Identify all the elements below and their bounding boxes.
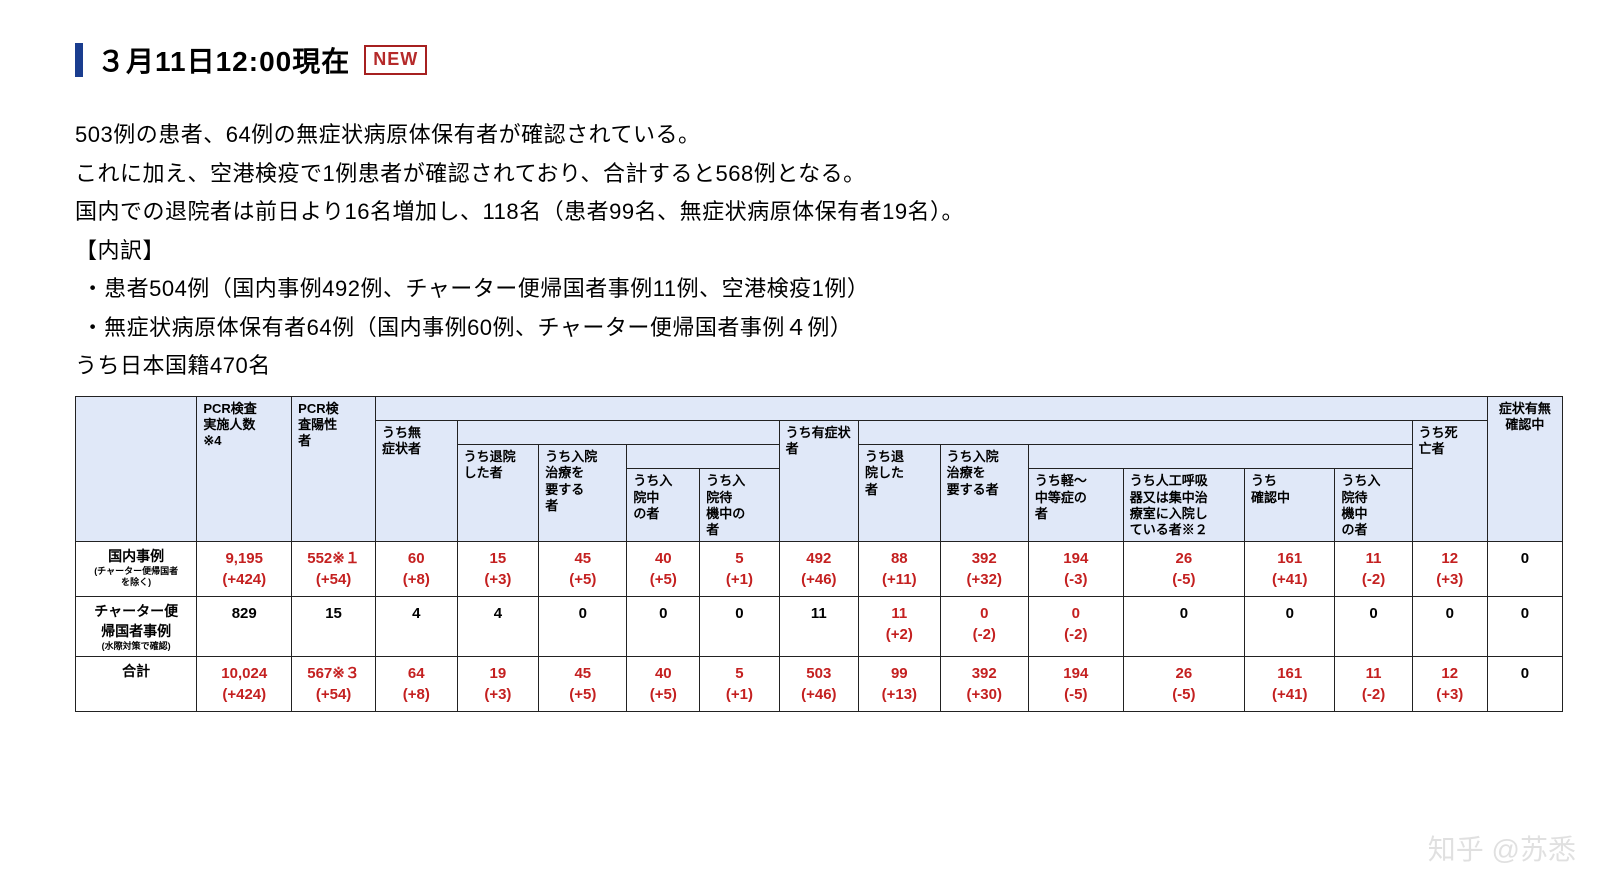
th-pcr-tests: PCR検査実施人数※4 bbox=[197, 396, 292, 542]
data-cell: 829 bbox=[197, 597, 292, 656]
data-cell: 0 bbox=[1487, 597, 1562, 656]
data-cell: 5(+1) bbox=[700, 656, 779, 711]
th-spacer bbox=[375, 396, 1487, 420]
data-cell: 12(+3) bbox=[1412, 542, 1487, 597]
data-cell: 45(+5) bbox=[539, 656, 627, 711]
th-a-waiting: うち入院待機中の者 bbox=[700, 469, 779, 542]
th-s-confirming: うち確認中 bbox=[1245, 469, 1335, 542]
paragraph-line: ・患者504例（国内事例492例、チャーター便帰国者事例11例、空港検疫1例） bbox=[82, 270, 1531, 309]
new-badge: NEW bbox=[364, 45, 427, 74]
data-cell: 88(+11) bbox=[859, 542, 941, 597]
data-cell: 60(+8) bbox=[375, 542, 457, 597]
data-cell: 9,195(+424) bbox=[197, 542, 292, 597]
th-a-in-hosp: うち入院中の者 bbox=[627, 469, 700, 542]
data-cell: 503(+46) bbox=[779, 656, 858, 711]
th-s-discharged: うち退院した者 bbox=[859, 445, 941, 542]
th-spacer4 bbox=[627, 445, 779, 469]
th-s-need-hosp: うち入院治療を要する者 bbox=[940, 445, 1028, 542]
data-cell: 26(-5) bbox=[1123, 542, 1244, 597]
data-table: PCR検査実施人数※4PCR検査陽性者 症状有無確認中 うち無症状者 うち有症状者… bbox=[75, 396, 1563, 712]
th-symptom-unknown: 症状有無確認中 bbox=[1487, 396, 1562, 542]
row-label: 国内事例(チャーター便帰国者を除く) bbox=[76, 542, 197, 597]
data-cell: 26(-5) bbox=[1123, 656, 1244, 711]
th-spacer5 bbox=[1028, 445, 1412, 469]
paragraph-line: うち日本国籍470名 bbox=[75, 347, 1531, 386]
data-cell: 99(+13) bbox=[859, 656, 941, 711]
th-a-discharged: うち退院した者 bbox=[457, 445, 539, 542]
paragraph-line: 503例の患者、64例の無症状病原体保有者が確認されている。 bbox=[75, 116, 1531, 155]
data-cell: 11(-2) bbox=[1335, 542, 1412, 597]
data-cell: 19(+3) bbox=[457, 656, 539, 711]
data-cell: 552※１(+54) bbox=[292, 542, 376, 597]
paragraph-line: これに加え、空港検疫で1例患者が確認されており、合計すると568例となる。 bbox=[75, 155, 1531, 194]
th-s-mild: うち軽～中等症の者 bbox=[1028, 469, 1123, 542]
data-cell: 15(+3) bbox=[457, 542, 539, 597]
watermark: 知乎 @苏悉 bbox=[1428, 828, 1576, 868]
th-s-vent: うち人工呼吸器又は集中治療室に入院している者※２ bbox=[1123, 469, 1244, 542]
data-cell: 0 bbox=[627, 597, 700, 656]
data-cell: 40(+5) bbox=[627, 656, 700, 711]
table-row: 合計10,024(+424)567※３(+54)64(+8)19(+3)45(+… bbox=[76, 656, 1563, 711]
data-cell: 11 bbox=[779, 597, 858, 656]
data-cell: 161(+41) bbox=[1245, 542, 1335, 597]
heading-text: ３月11日12:00現在 bbox=[97, 40, 350, 80]
data-cell: 0 bbox=[700, 597, 779, 656]
data-cell: 40(+5) bbox=[627, 542, 700, 597]
th-spacer2 bbox=[457, 420, 779, 444]
data-cell: 392(+32) bbox=[940, 542, 1028, 597]
data-cell: 161(+41) bbox=[1245, 656, 1335, 711]
data-cell: 194(-5) bbox=[1028, 656, 1123, 711]
data-cell: 194(-3) bbox=[1028, 542, 1123, 597]
row-label: 合計 bbox=[76, 656, 197, 711]
th-deaths: うち死亡者 bbox=[1412, 420, 1487, 542]
data-cell: 64(+8) bbox=[375, 656, 457, 711]
th-spacer3 bbox=[859, 420, 1413, 444]
data-cell: 10,024(+424) bbox=[197, 656, 292, 711]
data-cell: 392(+30) bbox=[940, 656, 1028, 711]
data-cell: 0 bbox=[1412, 597, 1487, 656]
th-s-waiting: うち入院待機中の者 bbox=[1335, 469, 1412, 542]
th-empty bbox=[76, 396, 197, 542]
data-cell: 0(-2) bbox=[940, 597, 1028, 656]
paragraph-line: 【内訳】 bbox=[75, 232, 1531, 271]
table-row: チャーター便帰国者事例(水際対策で確認)82915440001111(+2)0(… bbox=[76, 597, 1563, 656]
th-pcr-positive: PCR検査陽性者 bbox=[292, 396, 376, 542]
data-cell: 15 bbox=[292, 597, 376, 656]
data-cell: 0 bbox=[1335, 597, 1412, 656]
data-cell: 11(-2) bbox=[1335, 656, 1412, 711]
row-label: チャーター便帰国者事例(水際対策で確認) bbox=[76, 597, 197, 656]
th-asymptomatic: うち無症状者 bbox=[375, 420, 457, 542]
data-cell: 0 bbox=[1245, 597, 1335, 656]
data-cell: 492(+46) bbox=[779, 542, 858, 597]
body-text: 503例の患者、64例の無症状病原体保有者が確認されている。これに加え、空港検疫… bbox=[75, 116, 1531, 386]
data-cell: 0 bbox=[1123, 597, 1244, 656]
paragraph-line: ・無症状病原体保有者64例（国内事例60例、チャーター便帰国者事例４例） bbox=[82, 309, 1531, 348]
data-cell: 0(-2) bbox=[1028, 597, 1123, 656]
data-cell: 5(+1) bbox=[700, 542, 779, 597]
data-cell: 0 bbox=[539, 597, 627, 656]
table-row: 国内事例(チャーター便帰国者を除く)9,195(+424)552※１(+54)6… bbox=[76, 542, 1563, 597]
th-symptomatic: うち有症状者 bbox=[779, 420, 858, 542]
data-cell: 0 bbox=[1487, 656, 1562, 711]
data-cell: 4 bbox=[457, 597, 539, 656]
data-cell: 12(+3) bbox=[1412, 656, 1487, 711]
paragraph-line: 国内での退院者は前日より16名増加し、118名（患者99名、無症状病原体保有者1… bbox=[75, 193, 1531, 232]
page-heading: ３月11日12:00現在 NEW bbox=[75, 40, 1531, 80]
data-cell: 45(+5) bbox=[539, 542, 627, 597]
data-cell: 4 bbox=[375, 597, 457, 656]
data-cell: 567※３(+54) bbox=[292, 656, 376, 711]
th-a-need-hosp: うち入院治療を要する者 bbox=[539, 445, 627, 542]
data-cell: 11(+2) bbox=[859, 597, 941, 656]
heading-accent-bar bbox=[75, 43, 83, 77]
data-cell: 0 bbox=[1487, 542, 1562, 597]
